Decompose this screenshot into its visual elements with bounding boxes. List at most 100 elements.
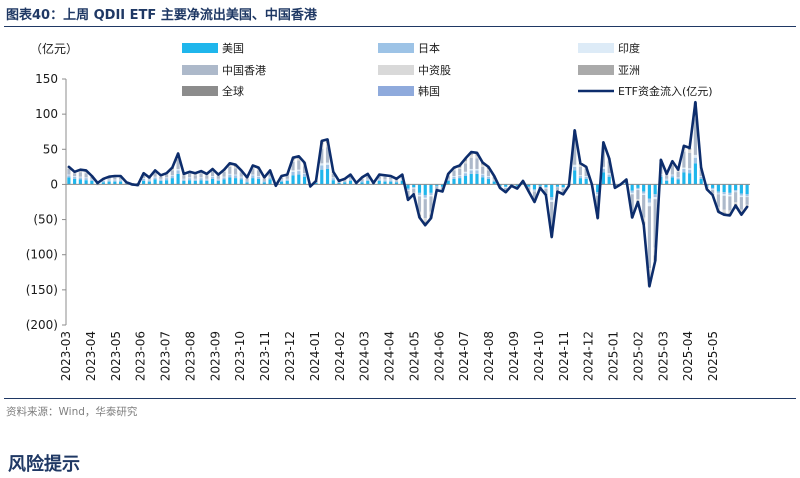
bar-segment xyxy=(469,157,473,169)
bar-segment xyxy=(670,175,674,178)
bar-segment xyxy=(256,178,261,185)
bar-segment xyxy=(653,194,657,198)
bar-segment xyxy=(458,168,462,176)
bar-segment xyxy=(239,177,243,180)
x-axis: 2023-03 2023-04 2023-05 2023-06 2023-07 2023-… xyxy=(59,331,720,381)
bar-segment xyxy=(320,169,324,185)
bar-segment xyxy=(527,186,531,188)
bar-segment xyxy=(90,179,94,181)
bar-segment xyxy=(636,189,640,191)
bar-segment xyxy=(527,184,531,187)
bar-segment xyxy=(147,178,151,180)
x-tick-label: 2023-12 xyxy=(283,331,297,381)
bar-segment xyxy=(550,202,554,229)
bar-segment xyxy=(182,175,186,179)
x-tick-label: 2024-12 xyxy=(582,331,596,381)
bar-segment xyxy=(561,184,565,188)
bar-segment xyxy=(670,174,674,176)
bar-segment xyxy=(101,180,105,183)
bar-segment xyxy=(722,209,726,213)
bar-segment xyxy=(67,168,71,175)
bar-segment xyxy=(320,165,324,170)
x-tick-label: 2025-02 xyxy=(631,331,645,381)
bar-segment xyxy=(596,194,600,196)
bar-segment xyxy=(348,179,353,181)
bar-segment xyxy=(394,181,399,183)
bar-segment xyxy=(205,179,209,181)
bar-segment xyxy=(216,175,220,179)
bar-segment xyxy=(228,166,232,174)
bar-segment xyxy=(205,178,209,180)
x-tick-label: 2024-10 xyxy=(532,331,546,381)
bar-segment xyxy=(325,168,330,185)
bar-segment xyxy=(745,184,749,195)
bar-segment xyxy=(601,172,606,185)
bar-segment xyxy=(394,180,399,182)
bar-segment xyxy=(366,175,370,179)
bar-segment xyxy=(452,175,456,177)
bar-segment xyxy=(527,187,531,191)
x-tick-label: 2023-10 xyxy=(233,331,247,381)
legend-label: 美国 xyxy=(222,42,244,55)
x-tick-label: 2024-04 xyxy=(383,331,397,381)
bar-segment xyxy=(210,178,215,185)
bar-segment xyxy=(256,175,261,177)
bar-segment xyxy=(153,177,157,180)
bar-segment xyxy=(67,174,71,176)
bar-segment xyxy=(734,202,738,205)
bar-segment xyxy=(199,173,203,178)
bar-segment xyxy=(406,188,410,191)
line-series xyxy=(67,100,749,288)
bar-segment xyxy=(469,173,473,185)
bar-segment xyxy=(676,171,680,178)
bar-segment xyxy=(423,199,427,219)
y-tick-label: 0 xyxy=(50,177,58,191)
bar-segment xyxy=(256,176,261,179)
bar-segment xyxy=(458,178,462,185)
bar-segment xyxy=(722,195,726,210)
bar-segment xyxy=(699,178,703,185)
bar-segment xyxy=(107,181,111,185)
legend-label: 亚洲 xyxy=(618,64,640,77)
bar-segment xyxy=(245,180,249,183)
bar-segment xyxy=(481,173,485,175)
x-tick-label: 2025-05 xyxy=(706,331,720,381)
bar-segment xyxy=(601,166,606,169)
bar-segment xyxy=(521,183,525,185)
bar-segment xyxy=(578,166,583,176)
bar-segment xyxy=(119,177,123,180)
y-tick-label: 50 xyxy=(43,142,58,156)
bar-segment xyxy=(550,197,554,200)
bar-segment xyxy=(728,196,732,211)
bar-segment xyxy=(728,194,732,197)
bar-segment xyxy=(423,184,427,195)
bar-segment xyxy=(182,180,186,185)
bar-segment xyxy=(366,180,370,185)
bar-segment xyxy=(584,168,588,176)
y-tick-label: 100 xyxy=(35,107,58,121)
etf-flow-line xyxy=(67,100,749,288)
bar-segment xyxy=(170,178,174,185)
bar-segment xyxy=(297,160,301,170)
bar-segment xyxy=(343,180,347,182)
bar-segment xyxy=(653,199,657,248)
bar-segment xyxy=(670,177,674,185)
bar-segment xyxy=(193,174,197,176)
bar-segment xyxy=(73,173,77,176)
bar-segment xyxy=(394,182,399,185)
bar-segment xyxy=(538,184,542,186)
bar-segment xyxy=(193,178,197,180)
y-tick-label: (150) xyxy=(26,283,58,297)
x-tick-label: 2024-06 xyxy=(432,331,446,381)
bar-segment xyxy=(325,164,330,169)
bar-segment xyxy=(435,185,439,187)
bar-segment xyxy=(113,181,117,185)
bar-segment xyxy=(239,172,243,177)
bar-segment xyxy=(607,173,611,175)
bar-segment xyxy=(532,190,537,192)
bar-segment xyxy=(268,179,272,185)
bar-segment xyxy=(119,179,123,181)
bar-segment xyxy=(239,176,243,178)
bar-segment xyxy=(452,178,456,185)
bar-segment xyxy=(233,175,238,179)
